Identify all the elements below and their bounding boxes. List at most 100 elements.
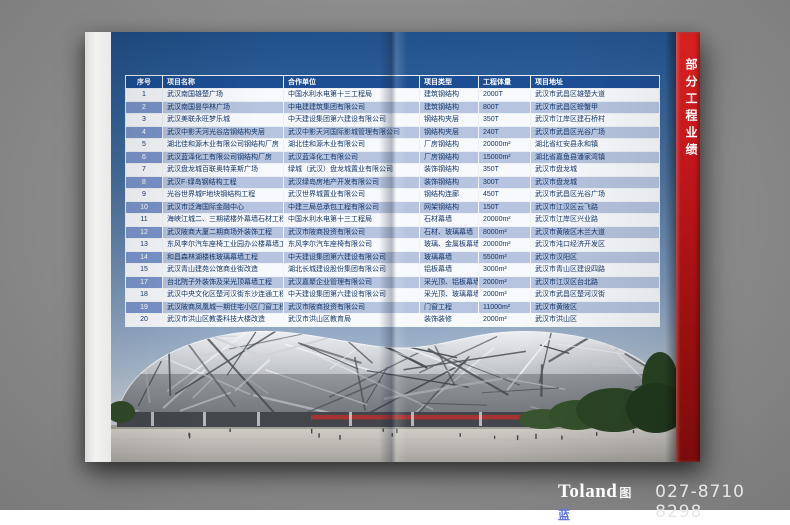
table-cell: 湖北长城建设股份集团有限公司: [284, 264, 420, 277]
table-cell: 武汉南国昙华林广场: [163, 101, 284, 114]
table-cell: 武汉美联永旺梦乐城: [163, 114, 284, 127]
table-cell: 20000m²: [479, 214, 531, 227]
table-header-row: 序号项目名称合作单位项目类型工程体量项目地址: [126, 76, 660, 89]
table-cell: 武汉市盘龙城: [531, 176, 660, 189]
table-cell: 武汉市黄陂区木兰大道: [531, 226, 660, 239]
table-cell: 20000m²: [479, 139, 531, 152]
table-cell: 武汉中影天河国际影城管理有限公司: [284, 126, 420, 139]
table-cell: 2: [126, 101, 163, 114]
table-cell: 钢结构夹层: [420, 126, 479, 139]
table-cell: 装饰钢结构: [420, 164, 479, 177]
table-cell: 台北院子外装饰及采光顶幕墙工程: [163, 276, 284, 289]
table-cell: 9: [126, 189, 163, 202]
table-cell: 武汉陂商大厦二期商场外装饰工程: [163, 226, 284, 239]
table-cell: 7: [126, 164, 163, 177]
table-cell: 12: [126, 226, 163, 239]
table-cell: 10: [126, 201, 163, 214]
table-cell: 武汉市江汉区台北路: [531, 276, 660, 289]
table-cell: 装饰装修: [420, 314, 479, 327]
column-header: 项目名称: [163, 76, 284, 89]
table-cell: 15: [126, 264, 163, 277]
table-cell: 中国水利水电第十三工程局: [284, 214, 420, 227]
table-cell: 中天建设集团第六建设有限公司: [284, 289, 420, 302]
table-cell: 武汉蓝泽化工有限公司: [284, 151, 420, 164]
table-cell: 玻璃幕墙: [420, 251, 479, 264]
toland-logo-cjk-lan: 蓝: [558, 508, 571, 522]
table-cell: 武汉市汉阳区: [531, 251, 660, 264]
table-cell: 武汉市武昌区雄楚大道: [531, 89, 660, 102]
table-cell: 2000m²: [479, 314, 531, 327]
table-cell: 门窗工程: [420, 301, 479, 314]
table-cell: 武汉世界城置业有限公司: [284, 189, 420, 202]
table-cell: 钢结构夹层: [420, 114, 479, 127]
plaza-ground: [111, 425, 676, 462]
red-interior-band: [311, 415, 526, 420]
table-cell: 武汉绿岛房地产开发有限公司: [284, 176, 420, 189]
table-cell: 海峡江城二、三期裙楼外幕墙石材工程: [163, 214, 284, 227]
table-cell: 武汉青山建苑公馆商业街改造: [163, 264, 284, 277]
table-cell: 厂房钢结构: [420, 151, 479, 164]
table-cell: 武汉陂商凤凰城一期住宅小区门窗工程: [163, 301, 284, 314]
table-cell: 湖北省红安县永和镇: [531, 139, 660, 152]
footer-phone: 027-8710 8298: [655, 482, 790, 522]
table-cell: 武汉市江汉区云飞路: [531, 201, 660, 214]
table-cell: 武汉市黄陂区: [531, 301, 660, 314]
table-cell: 武汉市武昌区螃蟹甲: [531, 101, 660, 114]
table-cell: 钢结构连廊: [420, 189, 479, 202]
table-cell: 石材、玻璃幕墙: [420, 226, 479, 239]
table-cell: 350T: [479, 114, 531, 127]
table-cell: 武汉中影天河光谷店钢结构夹层: [163, 126, 284, 139]
table-cell: 中天建设集团第六建设有限公司: [284, 251, 420, 264]
table-cell: 6: [126, 151, 163, 164]
table-cell: 建筑钢结构: [420, 101, 479, 114]
table-cell: 3000m²: [479, 264, 531, 277]
table-cell: 5: [126, 139, 163, 152]
table-cell: 和昌森林湖楼栋玻璃幕墙工程: [163, 251, 284, 264]
table-cell: 2000T: [479, 89, 531, 102]
table-cell: 采光顶、玻璃幕墙: [420, 289, 479, 302]
table-cell: 光谷世界城F地块钢结构工程: [163, 189, 284, 202]
column-header: 项目地址: [531, 76, 660, 89]
table-cell: 建筑钢结构: [420, 89, 479, 102]
table-cell: 2000m²: [479, 289, 531, 302]
left-page-margin: [85, 32, 111, 462]
table-cell: 采光顶、铝板幕墙: [420, 276, 479, 289]
table-cell: 中天建设集团第六建设有限公司: [284, 114, 420, 127]
table-cell: 东风李尔汽车座椅有限公司: [284, 239, 420, 252]
table-cell: 4: [126, 126, 163, 139]
table-cell: 300T: [479, 176, 531, 189]
table-cell: 东风李尔汽车座椅工业园办公楼幕墙工程: [163, 239, 284, 252]
table-cell: 网架钢结构: [420, 201, 479, 214]
table-cell: 150T: [479, 201, 531, 214]
table-cell: 5500m²: [479, 251, 531, 264]
table-cell: 13: [126, 239, 163, 252]
table-cell: 石材幕墙: [420, 214, 479, 227]
table-cell: 2000m²: [479, 276, 531, 289]
sidebar-title: 部分工程业绩: [676, 58, 700, 160]
table-cell: 武汉市青山区建设四路: [531, 264, 660, 277]
table-cell: 武汉嘉聚企业管理有限公司: [284, 276, 420, 289]
table-cell: 17: [126, 276, 163, 289]
table-cell: 武汉市泛海国际金融中心: [163, 201, 284, 214]
table-cell: 武汉盘龙城百联奥特莱斯广场: [163, 164, 284, 177]
table-cell: 武汉市武昌区光谷广场: [531, 189, 660, 202]
